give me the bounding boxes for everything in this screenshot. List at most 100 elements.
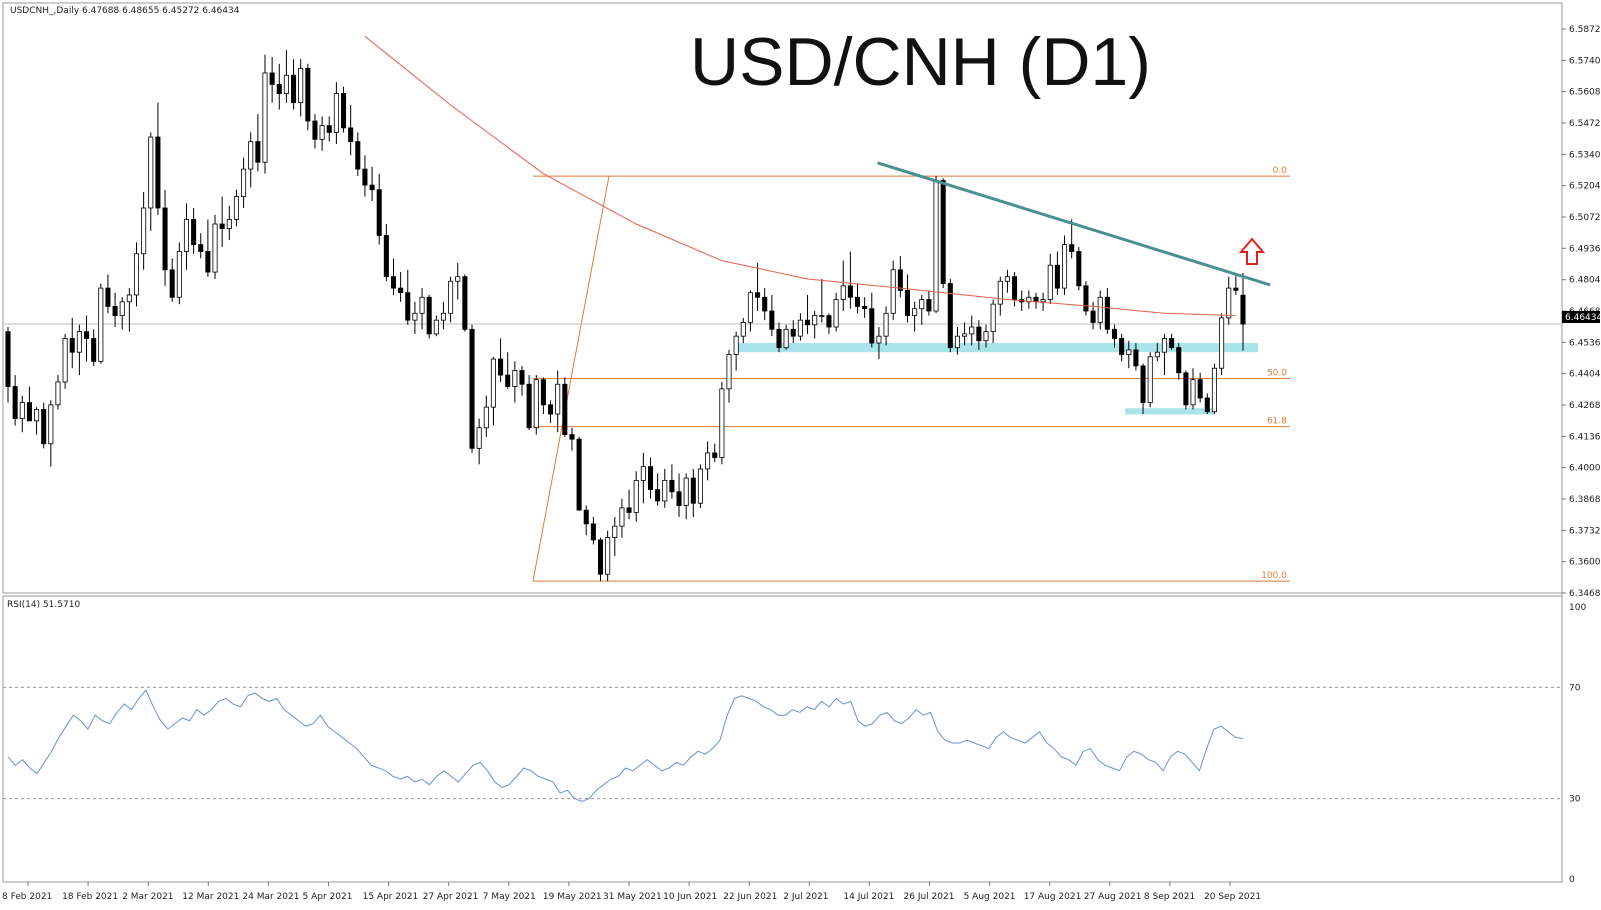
- date-tick-label: 7 May 2021: [483, 892, 536, 902]
- candle-body: [1033, 296, 1039, 303]
- candle-body: [119, 301, 125, 316]
- candle: [897, 256, 903, 298]
- candle-body: [683, 477, 689, 506]
- candle: [1012, 272, 1018, 307]
- date-tick-label: 10 Jun 2021: [663, 892, 717, 902]
- rsi-tick-label: 100: [1569, 603, 1586, 613]
- candle: [1133, 343, 1139, 371]
- candle: [1083, 281, 1089, 316]
- candle-body: [812, 315, 818, 326]
- candle: [498, 338, 504, 382]
- candle: [1004, 269, 1010, 293]
- date-tick-label: 2 Jul 2021: [783, 892, 828, 902]
- candle: [805, 294, 811, 334]
- candle: [1219, 313, 1225, 376]
- current-price-label: 6.46434: [1565, 313, 1601, 323]
- candle: [133, 242, 140, 307]
- candle-body: [383, 235, 389, 278]
- candle: [191, 207, 197, 254]
- candle: [19, 395, 25, 433]
- candle-body: [255, 141, 261, 163]
- candle: [1176, 343, 1182, 380]
- candle-body: [1090, 310, 1096, 323]
- candle: [669, 464, 675, 499]
- candle: [505, 352, 511, 389]
- candle-body: [947, 283, 953, 349]
- candle-body: [997, 280, 1003, 305]
- candle-body: [1062, 244, 1068, 289]
- candle-body: [805, 319, 811, 326]
- candle: [455, 262, 461, 300]
- candle-body: [291, 74, 297, 104]
- candle: [141, 191, 147, 270]
- candle: [412, 301, 418, 334]
- candle: [633, 471, 639, 522]
- candle: [790, 320, 796, 344]
- candle: [398, 272, 404, 302]
- candle-body: [41, 409, 47, 445]
- candle-body: [1026, 296, 1032, 303]
- candle-body: [883, 312, 889, 337]
- price-tick-label: 6.40000: [1569, 464, 1601, 474]
- candle: [997, 276, 1003, 316]
- candle: [162, 189, 168, 286]
- candle-body: [355, 141, 361, 170]
- candle: [119, 297, 125, 330]
- candle-body: [212, 223, 218, 273]
- candle-body: [233, 196, 239, 220]
- candle: [1211, 363, 1217, 415]
- price-tick-label: 6.37320: [1569, 526, 1601, 536]
- candle-body: [1219, 317, 1225, 369]
- candle: [126, 288, 132, 332]
- candle-body: [869, 308, 875, 344]
- candle-body: [76, 331, 82, 353]
- price-tick-label: 6.45360: [1569, 338, 1601, 348]
- candle-body: [105, 287, 111, 307]
- fib-level-label: 0.0: [1273, 166, 1288, 176]
- candle-body: [890, 269, 896, 314]
- candle: [226, 205, 232, 241]
- candle: [369, 166, 375, 202]
- candle-body: [619, 507, 625, 527]
- candle-body: [448, 280, 454, 314]
- candle: [826, 313, 832, 334]
- candle: [655, 473, 661, 506]
- candle-body: [112, 306, 118, 316]
- candle: [426, 294, 432, 339]
- candle: [69, 317, 75, 369]
- candle-body: [583, 509, 589, 525]
- candle-body: [904, 289, 911, 316]
- fib-diagonal-line: [532, 176, 610, 582]
- candle: [833, 292, 839, 332]
- candle: [112, 292, 118, 328]
- price-tick-label: 6.58720: [1569, 25, 1601, 35]
- candle-body: [319, 125, 325, 140]
- candle: [683, 473, 689, 520]
- candle-body: [562, 383, 568, 436]
- candle: [26, 386, 32, 422]
- candle-body: [276, 83, 282, 94]
- candle-body: [1083, 285, 1089, 312]
- candle-body: [990, 303, 996, 333]
- candle: [719, 381, 725, 465]
- candle-body: [983, 331, 989, 342]
- candle-body: [840, 285, 846, 300]
- candle-body: [769, 310, 775, 330]
- candle: [605, 530, 611, 582]
- candle-body: [1161, 338, 1168, 353]
- candle-body: [640, 466, 646, 481]
- candle: [740, 317, 746, 344]
- date-tick-label: 8 Sep 2021: [1144, 892, 1195, 902]
- candle: [769, 294, 775, 337]
- candle-body: [1069, 244, 1075, 252]
- candle: [548, 400, 554, 424]
- rsi-label: RSI(14) 51.5710: [7, 600, 80, 610]
- candle: [212, 214, 218, 279]
- candle-body: [1183, 372, 1189, 406]
- candle: [712, 443, 718, 463]
- candle-body: [1104, 296, 1110, 330]
- candle: [883, 306, 889, 346]
- candle-body: [340, 93, 347, 129]
